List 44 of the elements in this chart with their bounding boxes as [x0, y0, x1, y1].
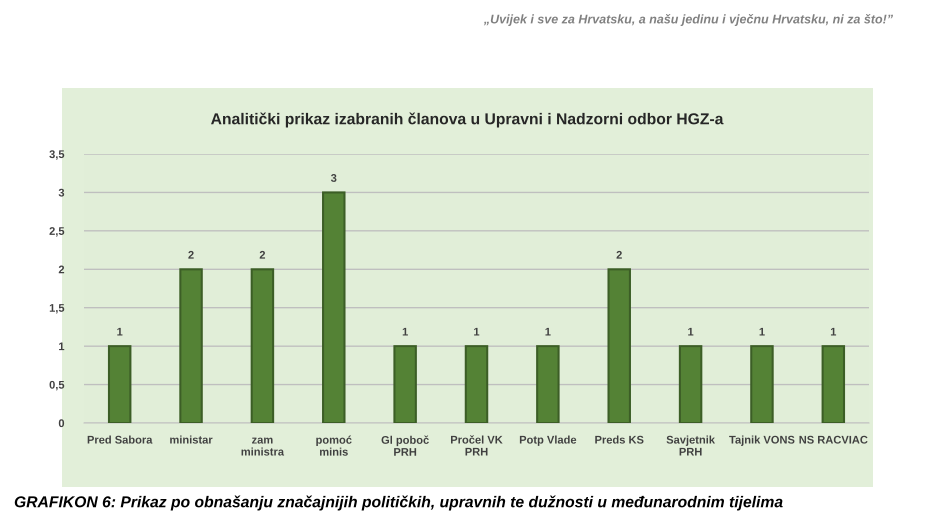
bar [536, 345, 560, 423]
data-label: 1 [474, 328, 480, 336]
bar [393, 345, 417, 423]
bar [108, 345, 132, 423]
data-label: 1 [545, 328, 551, 336]
bar [322, 191, 346, 423]
bar [464, 345, 488, 423]
y-tick-label: 3,5 [49, 150, 64, 160]
x-tick-label: pomoć minis [316, 436, 352, 456]
data-label: 1 [830, 328, 836, 336]
y-tick-label: 2,5 [49, 227, 64, 237]
x-tick-label: ministar [170, 436, 212, 444]
y-tick-label: 0 [58, 419, 64, 428]
text: GRAFIKON 6: Prikaz po obnašanju značajnijih političkih, upravnih te dužnosti u međunarodnim tijelima [14, 496, 783, 510]
data-label: 1 [760, 328, 765, 336]
text: „Uvijek i sve za Hrvatsku, a našu jedinu i vječnu Hrvatsku, ni za što!” [484, 14, 894, 26]
y-tick-label: 2 [58, 266, 64, 274]
y-tick-label: 1,5 [50, 304, 64, 314]
x-tick-label: Pred Sabora [88, 436, 152, 444]
y-tick-label: 1 [59, 342, 64, 350]
x-tick-label: Gl poboč PRH [382, 436, 429, 456]
x-tick-label: Pročel VK PRH [451, 435, 503, 456]
bar [250, 268, 274, 423]
chart-title: Analitički prikaz izabranih članova u Upravni i Nadzorni odbor HGZ-a [211, 112, 724, 128]
data-label: 2 [260, 250, 266, 259]
x-tick-label: Tajnik VONS [729, 436, 794, 446]
x-tick-label: zam ministra [242, 438, 284, 456]
x-tick-label: NS RACVIAC [799, 436, 868, 444]
data-label: 1 [688, 328, 694, 336]
bar [822, 345, 846, 423]
data-label: 3 [330, 174, 336, 182]
x-tick-label: Potp Vlade [520, 436, 576, 446]
bar [750, 345, 774, 423]
data-label: 1 [402, 328, 408, 336]
x-tick-label: Preds KS [595, 436, 644, 444]
data-label: 1 [117, 328, 122, 336]
x-tick-label: Savjetnik PRH [666, 436, 715, 456]
bar [179, 268, 203, 423]
data-label: 2 [188, 250, 194, 259]
bar [678, 345, 702, 423]
y-tick-label: 3 [58, 188, 64, 197]
bar [607, 268, 631, 423]
data-label: 2 [616, 250, 622, 259]
y-tick-label: 0,5 [50, 380, 64, 390]
